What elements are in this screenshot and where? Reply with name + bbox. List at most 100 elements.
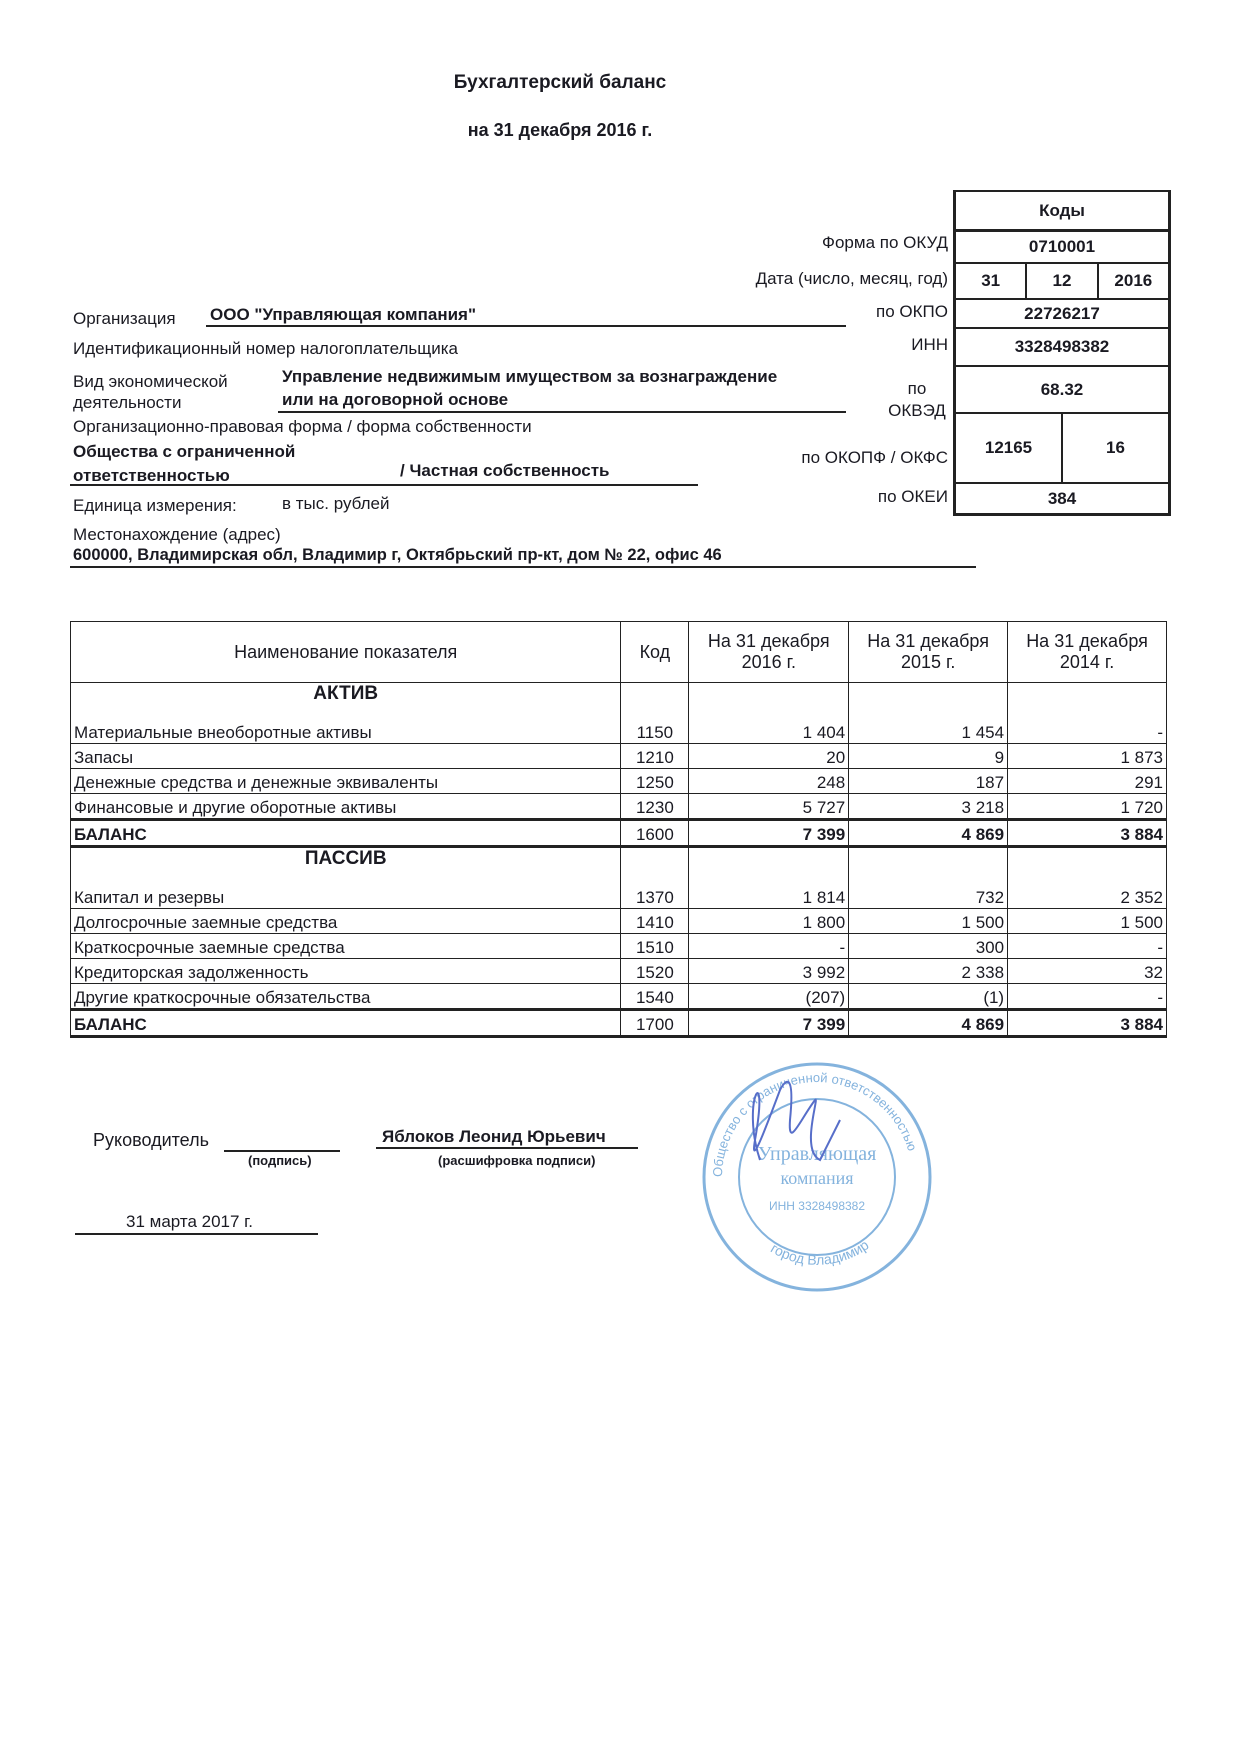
value-2015: (1)	[848, 983, 1009, 1010]
table-row: ПАССИВ Капитал и резервы 1370 1 814 732 2 352	[69, 846, 1167, 909]
row-label: БАЛАНС	[74, 1015, 147, 1034]
okved-value: 68.32	[1040, 379, 1084, 399]
value-2014: -	[1007, 983, 1167, 1010]
value-2016: (207)	[688, 983, 850, 1010]
value-2014: 1 500	[1007, 908, 1167, 934]
date-year: 2016	[1096, 264, 1168, 298]
okved-label: по ОКВЭД	[888, 379, 946, 420]
table-row: Краткосрочные заемные средства 1510-300-	[69, 933, 1167, 959]
row-name: Финансовые и другие оборотные активы	[69, 793, 622, 820]
value-2016: 3 992	[688, 958, 850, 984]
row-name: Запасы	[69, 743, 622, 769]
page-subtitle: на 31 декабря 2016 г.	[467, 120, 653, 140]
col-header-2015: На 31 декабря 2015 г.	[848, 621, 1009, 683]
value-2015: 9	[848, 743, 1009, 769]
col-header-code: Код	[620, 621, 690, 683]
value-2015: 1 454	[848, 682, 1009, 744]
value-2014: 3 884	[1007, 1008, 1167, 1038]
value-2014: -	[1007, 682, 1167, 744]
okpo-value: 22726217	[1024, 303, 1100, 323]
row-label: Денежные средства и денежные эквиваленты	[74, 773, 439, 792]
table-row: Денежные средства и денежные эквиваленты…	[69, 768, 1167, 794]
row-code: 1230	[620, 793, 690, 820]
table-row: Запасы 1210 20 9 1 873	[69, 743, 1167, 769]
value-2014: 1 720	[1007, 793, 1167, 820]
row-code: 1540	[620, 983, 690, 1010]
company-stamp: Общество с ограниченной ответственностью…	[702, 1062, 932, 1292]
row-code: 1700	[620, 1008, 690, 1038]
name-caption: (расшифровка подписи)	[438, 1153, 596, 1168]
value-2014: 3 884	[1007, 818, 1167, 848]
balance-table: Наименование показателя Код На 31 декабр…	[69, 621, 1167, 1038]
value-2015: 732	[848, 846, 1009, 909]
handwritten-signature	[751, 1080, 841, 1162]
date-month: 12	[1025, 264, 1096, 298]
value-2015: 300	[848, 933, 1009, 959]
unit-label: Единица измерения:	[73, 496, 237, 515]
value-2014: 2 352	[1007, 846, 1167, 909]
activity-line-1: Управление недвижимым имуществом за возн…	[282, 367, 778, 386]
date-day: 31	[981, 271, 1001, 290]
okopf-label: по ОКОПФ / ОКФС	[801, 448, 948, 467]
stamp-inn: ИНН 3328498382	[769, 1199, 865, 1213]
row-code: 1370	[620, 846, 690, 909]
row-name: БАЛАНС	[69, 818, 622, 848]
value-2016: 248	[688, 768, 850, 794]
signer-name: Яблоков Леонид Юрьевич	[382, 1127, 606, 1146]
activity-label-2: деятельности	[73, 393, 182, 412]
row-label: Материальные внеоборотные активы	[74, 723, 372, 742]
row-label: Капитал и резервы	[74, 888, 225, 907]
stamp-center-2: компания	[780, 1168, 853, 1188]
col-header-2016: На 31 декабря 2016 г.	[688, 621, 850, 683]
value-2015: 1 500	[848, 908, 1009, 934]
svg-text:город Владимир: город Владимир	[768, 1236, 872, 1268]
okud-label: Форма по ОКУД	[822, 233, 948, 252]
ownership-form: / Частная собственность	[400, 461, 610, 480]
value-2016: 5 727	[688, 793, 850, 820]
value-2014: 291	[1007, 768, 1167, 794]
total-row: БАЛАНС 1600 7 399 4 869 3 884	[69, 818, 1167, 848]
value-2016: 20	[688, 743, 850, 769]
value-2016: 7 399	[688, 1008, 850, 1038]
value-2014: 1 873	[1007, 743, 1167, 769]
value-2015: 4 869	[848, 1008, 1009, 1038]
row-code: 1150	[620, 682, 690, 744]
table-row: Долгосрочные заемные средства 1410 1 800 1 …	[69, 908, 1167, 934]
section-heading: АКТИВ	[313, 683, 379, 704]
legal-form-1: Общества с ограниченной	[73, 442, 296, 461]
row-label: Финансовые и другие оборотные активы	[74, 798, 397, 817]
activity-label-1: Вид экономической	[73, 372, 228, 391]
signing-date: 31 марта 2017 г.	[126, 1212, 254, 1231]
total-row: БАЛАНС 1700 7 399 4 869 3 884	[69, 1008, 1167, 1038]
value-2016: 1 814	[688, 846, 850, 909]
okfs-value: 16	[1061, 414, 1168, 482]
row-label: Кредиторская задолженность	[74, 963, 309, 982]
row-label: Краткосрочные заемные средства	[74, 938, 345, 957]
value-2015: 2 338	[848, 958, 1009, 984]
value-2015: 187	[848, 768, 1009, 794]
table-row: Финансовые и другие оборотные активы 1230…	[69, 793, 1167, 820]
row-code: 1210	[620, 743, 690, 769]
row-code: 1410	[620, 908, 690, 934]
inn-code-label: ИНН	[911, 335, 948, 354]
unit-value: в тыс. рублей	[282, 494, 390, 513]
inn-value: 3328498382	[1014, 337, 1110, 356]
col-header-name: Наименование показателя	[69, 621, 622, 683]
value-2014: 32	[1007, 958, 1167, 984]
row-name: Долгосрочные заемные средства	[69, 908, 622, 934]
row-code: 1250	[620, 768, 690, 794]
table-header-row: Наименование показателя Код На 31 декабр…	[69, 621, 1167, 683]
address-label: Местонахождение (адрес)	[73, 525, 281, 544]
value-2015: 4 869	[848, 818, 1009, 848]
value-2015: 3 218	[848, 793, 1009, 820]
value-2016: 1 800	[688, 908, 850, 934]
org-name: ООО "Управляющая компания"	[210, 305, 477, 324]
table-row: АКТИВ Материальные внеоборотные активы 115…	[69, 682, 1167, 744]
activity-line-2: или на договорной основе	[282, 390, 509, 409]
inn-label: Идентификационный номер налогоплательщик…	[73, 339, 458, 358]
value-2016: 1 404	[688, 682, 850, 744]
row-code: 1510	[620, 933, 690, 959]
row-name: АКТИВ Материальные внеоборотные активы	[69, 682, 622, 744]
codes-header: Коды	[1039, 200, 1085, 220]
okud-value: 0710001	[1028, 237, 1096, 256]
